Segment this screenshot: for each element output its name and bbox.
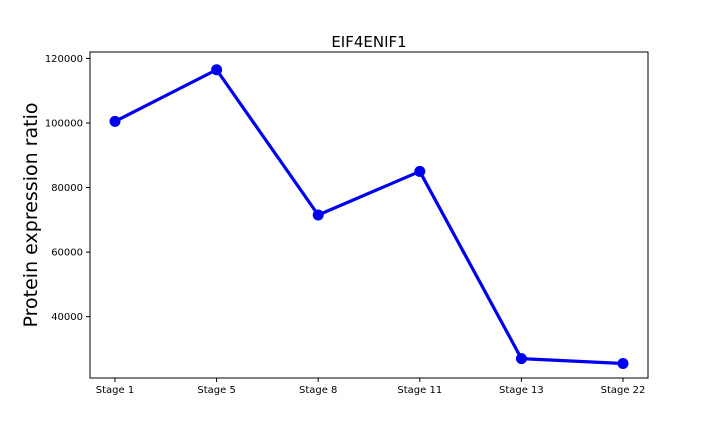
y-tick-label: 40000 <box>51 312 83 323</box>
y-tick-label: 120000 <box>45 54 83 65</box>
y-tick-label: 60000 <box>51 248 83 259</box>
data-point <box>109 115 121 127</box>
y-axis: 40000 60000 80000 100000 120000 <box>45 54 90 323</box>
y-tick-label: 100000 <box>45 119 83 130</box>
data-point <box>515 353 527 365</box>
x-tick-label: Stage 22 <box>601 385 646 396</box>
series-group <box>109 64 629 369</box>
chart-title: EIF4ENIF1 <box>331 33 406 51</box>
x-tick-label: Stage 13 <box>499 385 544 396</box>
data-point <box>211 64 223 76</box>
plot-frame <box>89 51 649 379</box>
y-tick-label: 80000 <box>51 183 83 194</box>
series-line <box>114 68 624 366</box>
x-tick-label: Stage 11 <box>397 385 442 396</box>
x-axis: Stage 1 Stage 5 Stage 8 Stage 11 Stage 13 Sta… <box>96 378 646 396</box>
x-tick-label: Stage 5 <box>197 385 235 396</box>
data-point <box>414 165 426 177</box>
data-point <box>312 209 324 221</box>
data-point <box>617 357 629 369</box>
x-tick-label: Stage 8 <box>299 385 337 396</box>
x-tick-label: Stage 1 <box>96 385 134 396</box>
y-axis-label: Protein expression ratio <box>20 103 42 328</box>
